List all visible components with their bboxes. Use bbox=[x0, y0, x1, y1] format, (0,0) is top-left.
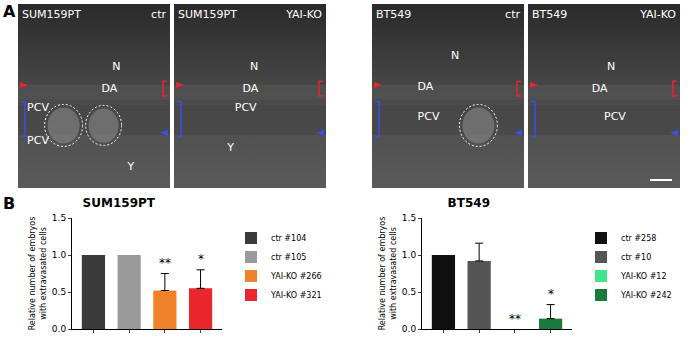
svg-text:0.5: 0.5 bbox=[52, 287, 66, 297]
svg-text:YAI-KO: YAI-KO bbox=[639, 8, 676, 21]
svg-text:YAI-KO #321: YAI-KO #321 bbox=[270, 291, 322, 300]
svg-text:*: * bbox=[548, 287, 554, 301]
svg-text:YAI-KO #242: YAI-KO #242 bbox=[620, 291, 672, 300]
svg-text:BT549: BT549 bbox=[448, 196, 490, 210]
svg-text:1.0: 1.0 bbox=[52, 250, 67, 260]
svg-text:0.5: 0.5 bbox=[402, 287, 416, 297]
svg-text:DA: DA bbox=[592, 82, 608, 95]
svg-text:YAI-KO #12: YAI-KO #12 bbox=[620, 272, 667, 281]
svg-text:0.0: 0.0 bbox=[402, 324, 417, 334]
svg-text:1.0: 1.0 bbox=[402, 250, 417, 260]
svg-text:ctr #10: ctr #10 bbox=[621, 253, 651, 262]
svg-text:**: ** bbox=[159, 256, 171, 270]
svg-text:N: N bbox=[607, 60, 615, 73]
svg-text:ctr: ctr bbox=[505, 8, 520, 21]
svg-text:PCV: PCV bbox=[418, 110, 440, 123]
svg-text:ctr #258: ctr #258 bbox=[621, 234, 656, 243]
svg-text:ctr: ctr bbox=[151, 8, 166, 21]
svg-text:ctr #104: ctr #104 bbox=[271, 234, 306, 243]
svg-text:Relative number of embryoswith: Relative number of embryoswith extravasa… bbox=[28, 217, 47, 331]
svg-text:YAI-KO #266: YAI-KO #266 bbox=[270, 272, 322, 281]
svg-text:Relative number of embryoswith: Relative number of embryoswith extravasa… bbox=[378, 217, 397, 331]
svg-text:N: N bbox=[250, 60, 258, 73]
svg-text:DA: DA bbox=[102, 82, 118, 95]
svg-text:1.5: 1.5 bbox=[52, 213, 66, 223]
svg-text:DA: DA bbox=[418, 80, 434, 93]
svg-text:PCV: PCV bbox=[604, 110, 626, 123]
svg-text:SUM159PT: SUM159PT bbox=[22, 8, 81, 21]
svg-text:PCV: PCV bbox=[235, 101, 257, 114]
svg-text:Y: Y bbox=[226, 141, 234, 154]
svg-text:PCV: PCV bbox=[27, 134, 49, 147]
svg-text:PCV: PCV bbox=[27, 101, 49, 114]
svg-text:DA: DA bbox=[242, 82, 258, 95]
svg-text:1.5: 1.5 bbox=[402, 213, 416, 223]
svg-text:BT549: BT549 bbox=[376, 8, 411, 21]
html-text:A: A bbox=[3, 2, 16, 21]
svg-text:*: * bbox=[198, 252, 204, 266]
svg-text:YAI-KO: YAI-KO bbox=[285, 8, 322, 21]
svg-text:N: N bbox=[451, 49, 459, 62]
svg-text:N: N bbox=[112, 60, 120, 73]
svg-text:Y: Y bbox=[126, 160, 134, 173]
svg-text:0.0: 0.0 bbox=[52, 324, 67, 334]
html-text:B: B bbox=[3, 194, 16, 213]
svg-text:**: ** bbox=[509, 312, 521, 326]
svg-text:ctr #105: ctr #105 bbox=[271, 253, 306, 262]
svg-text:BT549: BT549 bbox=[532, 8, 567, 21]
svg-text:SUM159PT: SUM159PT bbox=[178, 8, 237, 21]
svg-text:SUM159PT: SUM159PT bbox=[83, 196, 156, 210]
